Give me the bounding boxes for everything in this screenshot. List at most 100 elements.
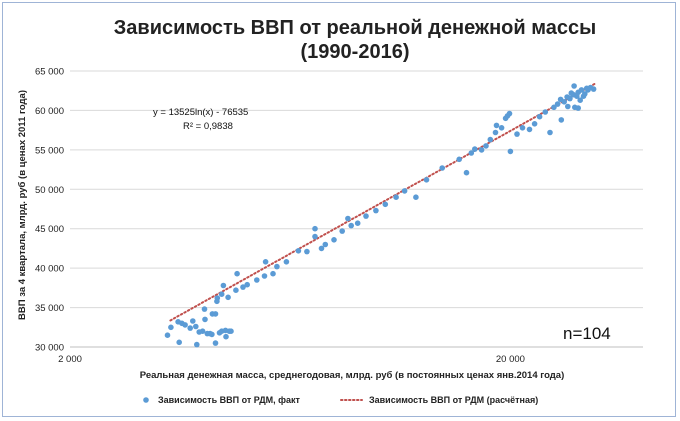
data-point: [228, 328, 234, 335]
data-point: [531, 121, 538, 127]
y-tick-label: 50 000: [35, 185, 64, 196]
data-point: [536, 113, 543, 120]
trendline-series: [169, 82, 596, 322]
data-point: [318, 245, 325, 252]
data-point: [561, 99, 567, 105]
data-point: [339, 228, 346, 234]
data-point: [212, 311, 219, 317]
data-point: [190, 318, 196, 324]
trendline: [169, 82, 596, 322]
data-point: [240, 284, 246, 290]
data-point: [193, 323, 199, 330]
data-point: [554, 101, 561, 107]
data-point: [304, 248, 310, 255]
data-point: [322, 241, 329, 248]
x-tick-label: 2 000: [58, 354, 82, 365]
data-point: [164, 332, 171, 339]
y-tick-label: 30 000: [35, 343, 64, 354]
data-point: [253, 277, 260, 283]
legend-marker-actual: [143, 397, 149, 403]
y-tick-label: 35 000: [35, 303, 64, 314]
chart-title-line2: (1990-2016): [301, 41, 410, 63]
data-point: [542, 109, 549, 115]
data-point: [201, 306, 208, 312]
data-point: [575, 105, 581, 111]
data-point: [223, 333, 229, 340]
y-tick-label: 40 000: [35, 264, 64, 275]
data-point: [478, 147, 485, 153]
data-point: [483, 143, 489, 149]
data-point: [382, 201, 389, 208]
data-point: [487, 136, 494, 143]
data-point: [220, 282, 227, 289]
data-point: [498, 125, 505, 131]
legend-label-actual: Зависимость ВВП от РДМ, факт: [158, 395, 300, 405]
data-point: [507, 148, 514, 155]
legend: Зависимость ВВП от РДМ, факт Зависимость…: [143, 395, 538, 405]
data-point: [423, 177, 430, 183]
data-point: [582, 91, 588, 97]
x-tick-label: 20 000: [496, 354, 525, 365]
data-point: [514, 131, 520, 137]
y-tick-label: 45 000: [35, 224, 64, 235]
data-point: [234, 270, 240, 277]
data-point: [413, 194, 419, 200]
data-point: [439, 165, 446, 171]
x-axis-label: Реальная денежная масса, среднегодовая, …: [140, 370, 565, 381]
data-point: [345, 215, 351, 222]
y-axis-label: ВВП за 4 квартала, млрд. руб (в ценах 20…: [17, 90, 28, 320]
data-point: [209, 331, 215, 338]
data-point: [274, 263, 280, 270]
x-axis-ticks: 2 000 20 000: [58, 354, 525, 365]
legend-label-fitted: Зависимость ВВП от РДМ (расчётная): [369, 395, 538, 405]
data-point: [270, 270, 276, 277]
data-point: [578, 87, 585, 93]
data-point: [225, 294, 231, 301]
data-point: [202, 316, 208, 323]
sample-size-label: n=104: [563, 324, 611, 343]
data-points: [164, 83, 597, 348]
data-point: [519, 125, 526, 131]
data-point: [348, 222, 355, 229]
data-point: [492, 129, 499, 136]
data-point: [218, 291, 225, 298]
y-tick-label: 65 000: [35, 67, 64, 78]
data-point: [261, 273, 268, 279]
data-point: [212, 340, 219, 346]
data-point: [590, 86, 597, 92]
y-tick-label: 60 000: [35, 106, 64, 117]
chart-title-line1: Зависимость ВВП от реальной денежной мас…: [114, 17, 596, 39]
data-point: [187, 325, 193, 331]
data-point: [312, 233, 318, 240]
data-point: [373, 207, 379, 214]
data-point: [244, 281, 250, 288]
data-point: [283, 259, 290, 265]
data-point: [262, 259, 269, 265]
data-point: [331, 237, 337, 243]
data-point: [456, 156, 463, 163]
data-point: [565, 103, 571, 110]
y-axis-ticks: 30 000 35 000 40 000 45 000 50 000 55 000 60 0…: [35, 67, 64, 354]
data-point: [571, 83, 577, 89]
data-point: [577, 97, 583, 103]
data-point: [493, 122, 500, 129]
data-point: [558, 117, 565, 123]
data-point: [463, 169, 470, 176]
data-point: [233, 287, 239, 294]
data-point: [551, 104, 557, 111]
data-point: [199, 328, 206, 335]
data-point: [194, 341, 200, 348]
data-point: [472, 146, 478, 152]
data-point: [506, 110, 513, 117]
data-point: [363, 213, 369, 219]
trendline-r-squared: R² = 0,9838: [183, 121, 233, 132]
data-point: [295, 248, 302, 254]
data-point: [393, 194, 399, 200]
data-point: [312, 225, 318, 232]
data-point: [547, 129, 553, 136]
data-point: [176, 339, 182, 346]
trendline-equation: y = 13525ln(x) - 76535: [153, 107, 248, 118]
data-point: [354, 220, 361, 226]
data-point: [468, 150, 475, 156]
